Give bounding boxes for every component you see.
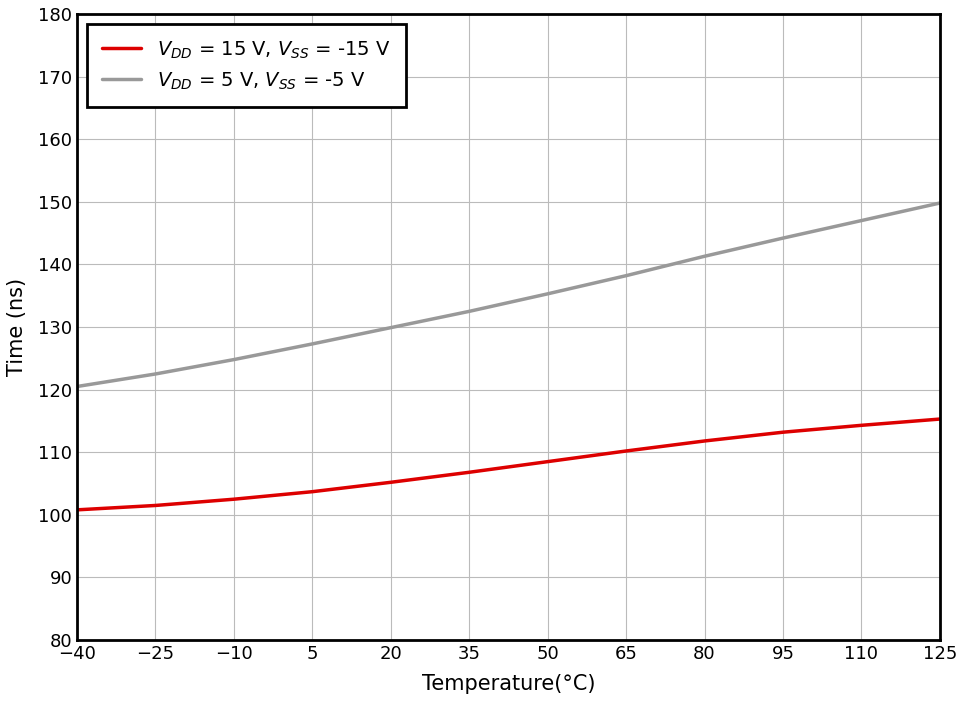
$V_{DD}$ = 15 V, $V_{SS}$ = -15 V [228, 495, 240, 503]
$V_{DD}$ = 15 V, $V_{SS}$ = -15 V [385, 478, 396, 486]
$V_{DD}$ = 5 V, $V_{SS}$ = -5 V [620, 271, 631, 280]
$V_{DD}$ = 15 V, $V_{SS}$ = -15 V [542, 458, 553, 466]
$V_{DD}$ = 5 V, $V_{SS}$ = -5 V [307, 340, 318, 348]
$V_{DD}$ = 5 V, $V_{SS}$ = -5 V [228, 355, 240, 364]
$V_{DD}$ = 5 V, $V_{SS}$ = -5 V [699, 252, 710, 261]
$V_{DD}$ = 5 V, $V_{SS}$ = -5 V [71, 382, 83, 390]
$V_{DD}$ = 15 V, $V_{SS}$ = -15 V [464, 468, 475, 477]
Line: $V_{DD}$ = 5 V, $V_{SS}$ = -5 V: $V_{DD}$ = 5 V, $V_{SS}$ = -5 V [77, 203, 940, 386]
$V_{DD}$ = 15 V, $V_{SS}$ = -15 V [149, 501, 161, 510]
$V_{DD}$ = 15 V, $V_{SS}$ = -15 V [620, 447, 631, 455]
$V_{DD}$ = 5 V, $V_{SS}$ = -5 V [777, 234, 789, 243]
X-axis label: Temperature(°C): Temperature(°C) [421, 674, 595, 694]
$V_{DD}$ = 15 V, $V_{SS}$ = -15 V [307, 487, 318, 496]
$V_{DD}$ = 15 V, $V_{SS}$ = -15 V [856, 421, 868, 430]
$V_{DD}$ = 5 V, $V_{SS}$ = -5 V [934, 199, 946, 207]
$V_{DD}$ = 5 V, $V_{SS}$ = -5 V [542, 290, 553, 298]
$V_{DD}$ = 15 V, $V_{SS}$ = -15 V [934, 415, 946, 423]
$V_{DD}$ = 15 V, $V_{SS}$ = -15 V [71, 505, 83, 514]
$V_{DD}$ = 15 V, $V_{SS}$ = -15 V [699, 437, 710, 445]
$V_{DD}$ = 5 V, $V_{SS}$ = -5 V [464, 307, 475, 315]
$V_{DD}$ = 5 V, $V_{SS}$ = -5 V [149, 369, 161, 378]
Y-axis label: Time (ns): Time (ns) [7, 278, 27, 376]
$V_{DD}$ = 15 V, $V_{SS}$ = -15 V [777, 428, 789, 437]
Line: $V_{DD}$ = 15 V, $V_{SS}$ = -15 V: $V_{DD}$ = 15 V, $V_{SS}$ = -15 V [77, 419, 940, 510]
Legend: $V_{DD}$ = 15 V, $V_{SS}$ = -15 V, $V_{DD}$ = 5 V, $V_{SS}$ = -5 V: $V_{DD}$ = 15 V, $V_{SS}$ = -15 V, $V_{D… [87, 24, 406, 107]
$V_{DD}$ = 5 V, $V_{SS}$ = -5 V [856, 217, 868, 225]
$V_{DD}$ = 5 V, $V_{SS}$ = -5 V [385, 323, 396, 332]
